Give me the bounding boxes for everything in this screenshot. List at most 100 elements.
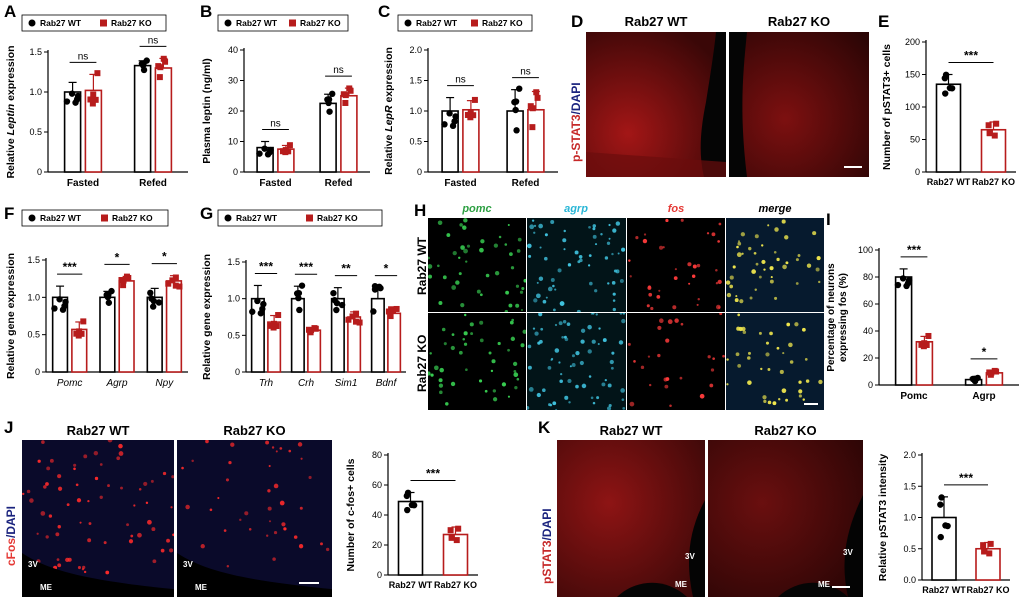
micrograph-j-wt: 3V ME	[22, 440, 174, 597]
cell-signal	[550, 220, 555, 225]
x-tick-label: Sim1	[335, 378, 358, 389]
micrograph-h-wt-merge	[726, 218, 824, 312]
data-point	[403, 492, 411, 500]
y-tick-label: 150	[905, 70, 920, 80]
significance-label: *	[162, 250, 167, 264]
cell-signal	[737, 363, 742, 368]
cell-signal	[587, 349, 592, 354]
cell-signal	[785, 398, 789, 402]
y-tick-label: 1.0	[27, 292, 40, 302]
cell-signal	[170, 506, 173, 509]
cell-signal	[523, 278, 526, 283]
y-tick-label: 2.0	[409, 45, 422, 55]
legend-label-ko: Rab27 KO	[317, 213, 358, 223]
cell-signal	[538, 223, 543, 229]
cell-signal	[244, 511, 249, 516]
cell-signal	[643, 233, 647, 236]
cell-signal	[576, 309, 581, 312]
y-axis-label: Relative gene expression	[5, 253, 17, 379]
data-point	[275, 312, 282, 319]
cell-signal	[566, 322, 571, 326]
h-row-wt: Rab27 WT	[415, 236, 429, 295]
cell-signal	[587, 324, 592, 330]
data-point	[165, 280, 172, 287]
cell-signal	[514, 385, 518, 390]
cell-signal	[588, 225, 591, 229]
cell-signal	[462, 338, 466, 341]
h-col-pomc: pomc	[462, 203, 492, 215]
cell-signal	[589, 281, 593, 286]
x-tick-label: Pomc	[900, 391, 928, 402]
significance-label: ns	[520, 67, 531, 78]
scale-bar	[804, 403, 818, 405]
y-tick-label: 100	[905, 102, 920, 112]
cell-signal	[191, 459, 194, 463]
y-axis-label: Relative Leptin expression	[5, 45, 17, 178]
cell-signal	[647, 285, 652, 290]
cell-signal	[507, 348, 510, 352]
k-title-wt: Rab27 WT	[599, 423, 663, 438]
cell-signal	[734, 298, 739, 303]
cell-signal	[815, 267, 820, 272]
y-axis-label: Relative gene expression	[201, 254, 213, 380]
cell-signal	[138, 487, 142, 491]
cell-signal	[559, 301, 565, 306]
cell-signal	[735, 352, 740, 357]
cell-signal	[580, 328, 586, 333]
cell-signal	[673, 276, 678, 280]
cell-signal	[562, 320, 567, 324]
stain-label-d: p-STAT3/DAPI	[569, 82, 583, 162]
cell-signal	[451, 285, 457, 290]
data-point	[330, 289, 337, 297]
region-me: ME	[818, 580, 830, 589]
data-point	[937, 533, 944, 541]
cell-signal	[774, 296, 778, 300]
data-point	[73, 96, 81, 103]
cell-signal	[550, 277, 555, 282]
cell-signal	[761, 244, 764, 247]
cell-signal	[515, 303, 520, 308]
cell-signal	[513, 370, 517, 373]
cell-signal	[574, 250, 579, 255]
cell-signal	[773, 250, 777, 254]
scale-bar	[299, 582, 319, 584]
data-point	[533, 89, 540, 96]
x-tick-label: Pomc	[57, 378, 83, 389]
y-tick-label: 0.5	[227, 330, 240, 340]
panel-label-f: F	[4, 204, 15, 223]
cell-signal	[802, 327, 806, 332]
cell-signal	[627, 342, 631, 346]
h-col-merge: merge	[758, 203, 792, 215]
cell-signal	[531, 219, 535, 222]
bar	[506, 110, 524, 173]
data-point	[356, 319, 363, 326]
cell-signal	[554, 288, 557, 291]
cell-signal	[659, 318, 664, 324]
cell-signal	[621, 318, 626, 324]
cell-signal	[564, 337, 569, 342]
y-tick-label: 0.0	[903, 575, 916, 585]
bar	[527, 108, 545, 173]
y-tick-label: 0	[868, 380, 873, 390]
cell-signal	[217, 496, 220, 500]
data-point	[105, 299, 113, 306]
cell-signal	[504, 310, 509, 312]
cell-signal	[648, 292, 653, 297]
cell-signal	[797, 254, 801, 257]
y-tick-label: 1.0	[409, 106, 422, 116]
cell-signal	[798, 389, 803, 394]
cell-signal	[555, 408, 558, 410]
cell-signal	[806, 263, 812, 268]
cell-signal	[169, 548, 174, 553]
cell-signal	[788, 342, 793, 348]
data-point	[511, 98, 518, 106]
data-point	[946, 84, 954, 92]
cell-signal	[162, 471, 167, 476]
cell-signal	[118, 451, 124, 456]
cell-signal	[46, 466, 51, 471]
cell-signal	[83, 454, 88, 459]
x-tick-label: Fasted	[444, 178, 476, 189]
cell-signal	[767, 368, 771, 371]
cell-signal	[610, 366, 614, 370]
cell-signal	[539, 246, 542, 249]
